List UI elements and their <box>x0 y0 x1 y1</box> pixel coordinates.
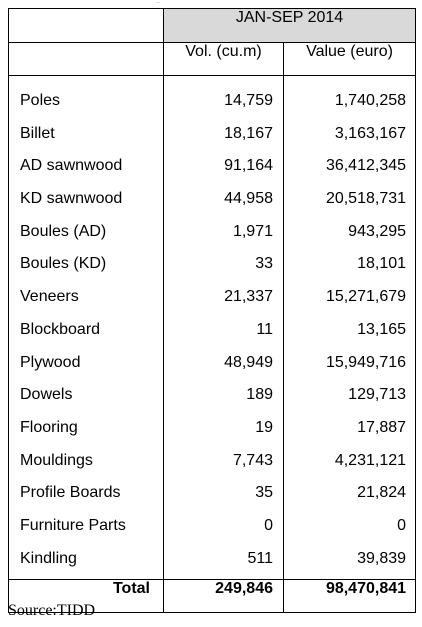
value-cell: 0 <box>397 516 407 534</box>
volume-cell: 44,958 <box>224 190 273 208</box>
volume-column-header: Vol. (cu.m) <box>163 42 284 76</box>
value-cell: 36,412,345 <box>325 157 407 175</box>
product-header-cell <box>8 42 164 76</box>
product-name: Dowels <box>20 386 73 404</box>
value-cell: 21,824 <box>357 484 407 502</box>
corner-mark: ·· <box>156 0 160 6</box>
value-cell: 15,949,716 <box>325 353 407 371</box>
value-cell: 18,101 <box>357 255 407 273</box>
value-cell: 1,740,258 <box>334 92 407 109</box>
column-header-row: Vol. (cu.m) Value (euro) <box>8 42 417 76</box>
volume-cell: 1,971 <box>232 222 273 240</box>
volume-cell: 91,164 <box>224 157 273 175</box>
product-name: Billet <box>20 124 55 142</box>
product-column: Poles Billet AD sawnwood KD sawnwood Boules … <box>8 74 164 581</box>
period-label: JAN-SEP 2014 <box>162 8 417 43</box>
volume-cell: 11 <box>256 320 273 338</box>
value-cell: 4,231,121 <box>334 451 407 469</box>
value-cell: 17,887 <box>357 418 407 436</box>
source-note: Source:TIDD <box>8 602 96 619</box>
product-name: Plywood <box>20 353 81 371</box>
volume-cell: 7,743 <box>232 451 273 469</box>
value-cell: 943,295 <box>348 222 407 240</box>
total-label: Total <box>8 579 164 614</box>
value-cell: 39,839 <box>357 549 407 567</box>
value-column: 1,740,258 3,163,167 36,412,345 20,518,731 94… <box>282 74 417 581</box>
product-name: AD sawnwood <box>20 157 123 175</box>
product-name: Kindling <box>20 549 77 567</box>
volume-cell: 189 <box>246 386 273 404</box>
product-name: Veneers <box>20 288 79 306</box>
table-body-row: Poles Billet AD sawnwood KD sawnwood Boules … <box>8 74 417 581</box>
export-table: JAN-SEP 2014 Vol. (cu.m) Value (euro) Po… <box>8 8 417 614</box>
volume-cell: 35 <box>255 484 273 502</box>
total-row: Total 249,846 98,470,841 <box>8 579 417 614</box>
volume-cell: 0 <box>264 516 273 534</box>
total-volume: 249,846 <box>163 579 284 614</box>
product-name: Profile Boards <box>20 484 121 502</box>
product-name: Blockboard <box>20 320 101 338</box>
volume-cell: 21,337 <box>224 288 273 306</box>
volume-cell: 48,949 <box>224 353 273 371</box>
value-cell: 15,271,679 <box>325 288 407 306</box>
value-cell: 129,713 <box>348 386 407 404</box>
product-name: Boules (AD) <box>20 222 107 240</box>
value-column-header: Value (euro) <box>282 42 417 76</box>
volume-cell: 18,167 <box>224 124 273 142</box>
value-cell: 20,518,731 <box>325 190 407 208</box>
product-name: Mouldings <box>20 451 93 469</box>
value-cell: 3,163,167 <box>334 124 407 142</box>
product-name: Furniture Parts <box>20 516 126 534</box>
product-name: KD sawnwood <box>20 190 123 208</box>
total-value: 98,470,841 <box>282 579 417 614</box>
product-name: Poles <box>20 92 61 109</box>
product-name: Boules (KD) <box>20 255 107 273</box>
period-corner-cell <box>8 8 164 43</box>
volume-column: 14,759 18,167 91,164 44,958 1,971 33 21,337 11 4… <box>163 74 284 581</box>
volume-cell: 14,759 <box>224 92 273 109</box>
period-header-row: JAN-SEP 2014 <box>8 8 417 43</box>
volume-cell: 19 <box>255 418 273 436</box>
product-name: Flooring <box>20 418 78 436</box>
value-cell: 13,165 <box>357 320 407 338</box>
volume-cell: 511 <box>247 549 273 567</box>
volume-cell: 33 <box>255 255 273 273</box>
